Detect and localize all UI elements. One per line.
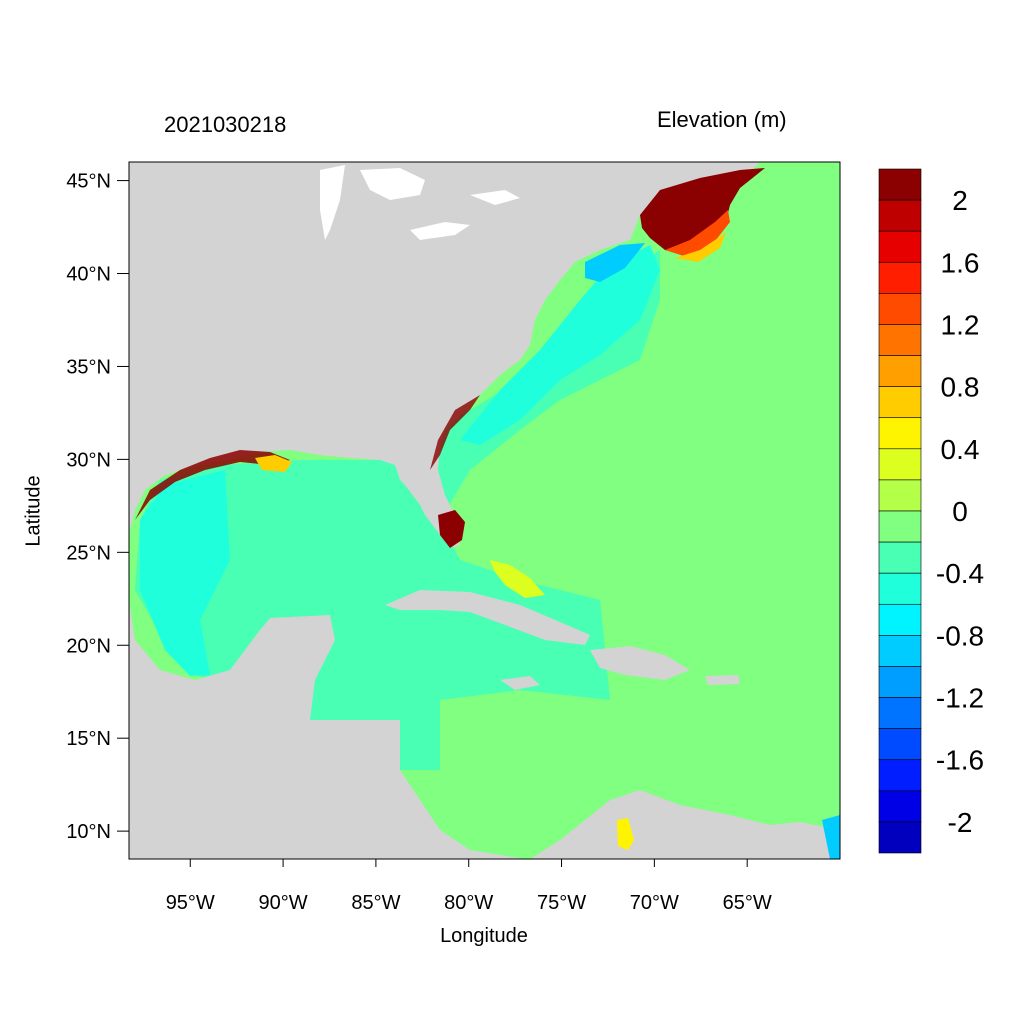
lake-erie bbox=[410, 222, 470, 240]
x-tick-label: 75°W bbox=[537, 892, 586, 914]
x-tick-label: 90°W bbox=[259, 892, 308, 914]
y-tick-label: 40°N bbox=[66, 264, 111, 286]
surge-louisiana bbox=[255, 455, 292, 472]
x-tick-label: 95°W bbox=[166, 892, 215, 914]
colorbar-segment bbox=[878, 386, 922, 419]
central-america-land bbox=[129, 600, 530, 859]
y-tick-label: 45°N bbox=[66, 171, 111, 193]
colorbar-label: 2 bbox=[952, 185, 968, 216]
map-title: 2021030218 bbox=[164, 112, 287, 137]
negative-anomaly-nj bbox=[585, 243, 645, 282]
lake-huron bbox=[360, 168, 425, 200]
colorbar-segment bbox=[878, 790, 922, 823]
colorbar-label: -2 bbox=[948, 807, 973, 838]
colorbar-segment bbox=[878, 168, 922, 201]
atlantic-shelf-anomaly bbox=[460, 245, 660, 445]
x-tick-label: 65°W bbox=[723, 892, 772, 914]
colorbar-label: -1.6 bbox=[936, 745, 984, 776]
colorbar-segment bbox=[878, 479, 922, 512]
colorbar-segment bbox=[878, 324, 922, 356]
colorbar-segment bbox=[878, 510, 922, 543]
colorbar-segment bbox=[878, 572, 922, 605]
jamaica-land bbox=[500, 676, 540, 690]
colorbar-segment bbox=[878, 355, 922, 387]
map-panel bbox=[129, 162, 840, 859]
y-tick-label: 10°N bbox=[66, 821, 111, 843]
western-gulf-anomaly bbox=[140, 470, 230, 676]
y-axis-ticks: 45°N 40°N 35°N 30°N 25°N 20°N 15°N 10°N bbox=[66, 171, 129, 843]
surge-gradient-1 bbox=[665, 210, 730, 258]
y-tick-label: 20°N bbox=[66, 635, 111, 657]
x-tick-label: 70°W bbox=[630, 892, 679, 914]
colorbar-segment bbox=[878, 448, 922, 481]
surge-gradient-2 bbox=[675, 232, 726, 262]
colorbar-label: 0.4 bbox=[941, 434, 980, 465]
colorbar-segment bbox=[878, 261, 922, 294]
colorbar-segment bbox=[878, 759, 922, 792]
colorbar-label: 1.6 bbox=[941, 247, 980, 278]
surge-south-florida bbox=[438, 510, 465, 548]
colorbar-label: 0.8 bbox=[941, 372, 980, 403]
lake-ontario bbox=[470, 190, 520, 205]
y-tick-label: 15°N bbox=[66, 728, 111, 750]
colorbar-label: -0.4 bbox=[936, 558, 984, 589]
x-axis-label: Longitude bbox=[440, 925, 528, 947]
colorbar-label: 1.2 bbox=[941, 309, 980, 340]
colorbar-segment bbox=[878, 199, 922, 232]
south-america-land bbox=[530, 790, 840, 859]
bahamas-anomaly bbox=[490, 560, 545, 598]
antilles-anomaly bbox=[822, 815, 840, 859]
colorbar-segment bbox=[878, 821, 922, 854]
variable-label: Elevation (m) bbox=[657, 107, 787, 132]
colorbar-label: 0 bbox=[952, 496, 968, 527]
colorbar-label: -0.8 bbox=[936, 620, 984, 651]
x-axis-ticks: 95°W 90°W 85°W 80°W 75°W 70°W 65°W bbox=[166, 859, 772, 914]
surge-new-england bbox=[640, 168, 765, 255]
colorbar-segment bbox=[878, 635, 922, 667]
puerto-rico-land bbox=[705, 675, 740, 685]
colorbar: 2 1.6 1.2 0.8 0.4 0 -0.4 -0.8 -1.2 -1.6 -2 bbox=[878, 168, 984, 854]
y-tick-label: 35°N bbox=[66, 356, 111, 378]
y-tick-label: 30°N bbox=[66, 449, 111, 471]
colorbar-segment bbox=[878, 541, 922, 574]
cuba-land bbox=[385, 590, 590, 645]
north-america-land bbox=[129, 162, 760, 545]
y-tick-label: 25°N bbox=[66, 542, 111, 564]
maracaibo-anomaly bbox=[617, 818, 634, 850]
colorbar-label: -1.2 bbox=[936, 683, 984, 714]
plot-frame bbox=[128, 161, 841, 860]
colorbar-segment bbox=[878, 603, 922, 636]
x-tick-label: 85°W bbox=[351, 892, 400, 914]
colorbar-segment bbox=[878, 230, 922, 263]
colorbar-segment bbox=[878, 293, 922, 325]
surge-southeast-coast bbox=[430, 395, 480, 470]
colorbar-segment bbox=[878, 728, 922, 761]
colorbar-segment bbox=[878, 417, 922, 450]
hispaniola-land bbox=[590, 646, 690, 680]
lake-michigan bbox=[320, 165, 345, 240]
colorbar-segment bbox=[878, 697, 922, 729]
x-tick-label: 80°W bbox=[444, 892, 493, 914]
colorbar-segment bbox=[878, 666, 922, 698]
